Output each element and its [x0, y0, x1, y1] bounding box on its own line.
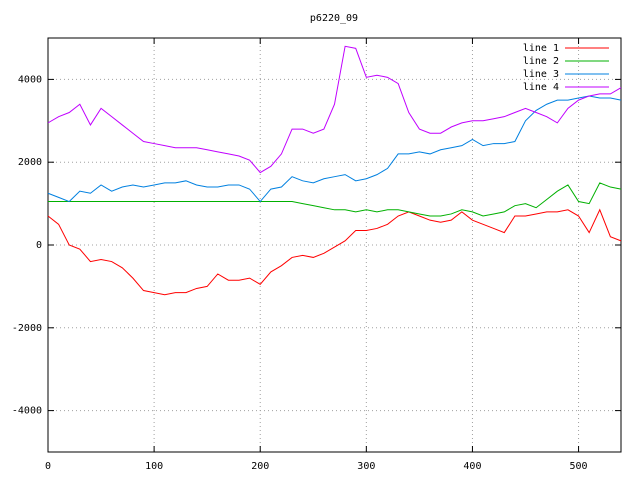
legend-label: line 1	[523, 43, 559, 54]
legend-label: line 3	[523, 69, 559, 80]
x-tick-label: 100	[145, 461, 163, 472]
data-line	[47, 208, 622, 296]
chart-title: p6220_09	[310, 13, 358, 24]
plot-frame	[47, 37, 622, 453]
data-line	[47, 45, 622, 174]
x-tick-label: 400	[463, 461, 481, 472]
x-tick-label: 500	[570, 461, 588, 472]
y-tick-label: -2000	[12, 323, 42, 334]
y-tick-label: 0	[36, 240, 42, 251]
data-line	[48, 182, 622, 217]
y-tick-label: 2000	[18, 157, 42, 168]
legend-label: line 2	[523, 56, 559, 67]
x-tick-label: 200	[251, 461, 269, 472]
y-tick-label: -4000	[12, 406, 42, 417]
y-tick-label: 4000	[18, 74, 42, 85]
data-line	[47, 95, 622, 203]
legend-label: line 4	[523, 82, 559, 93]
x-tick-label: 300	[357, 461, 375, 472]
x-tick-label: 0	[45, 461, 51, 472]
